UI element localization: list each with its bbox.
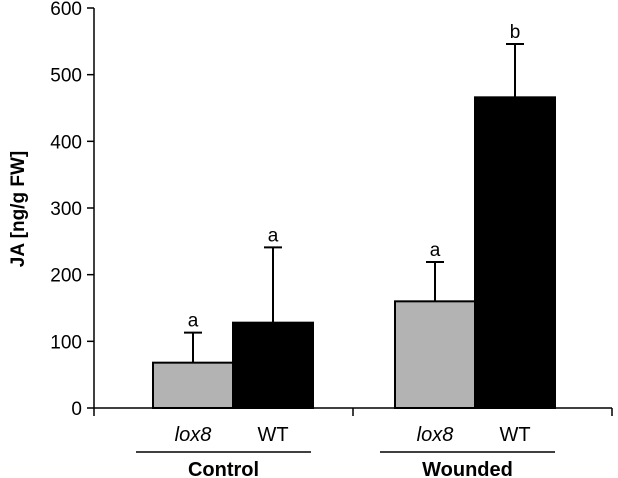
y-tick-label: 500 [50, 66, 82, 87]
y-tick-label: 0 [71, 399, 82, 420]
group-label: Wounded [422, 459, 513, 478]
y-axis-label: JA [ng/g FW] [8, 151, 29, 267]
significance-label: a [268, 225, 279, 246]
group-label: Control [188, 459, 259, 478]
bar-control-wt [232, 321, 314, 409]
significance-label: a [430, 240, 441, 261]
y-tick-label: 200 [50, 266, 82, 287]
significance-label: b [510, 22, 521, 43]
bar-wounded-wt [474, 96, 556, 409]
bar-control-lox8 [152, 361, 234, 409]
y-tick-label: 600 [50, 0, 82, 20]
bar-wounded-lox8 [394, 300, 476, 410]
chart-axes: 0 100 200 300 400 500 600 [50, 0, 613, 420]
y-tick-label: 400 [50, 132, 82, 153]
y-tick-label: 300 [50, 199, 82, 220]
chart-labels: a lox8 a WT Control a lox8 b WT Wounded [136, 22, 555, 478]
category-label: lox8 [417, 424, 454, 446]
y-tick-label: 100 [50, 332, 82, 353]
category-label: WT [499, 424, 530, 446]
significance-label: a [188, 311, 199, 332]
chart-bars [152, 43, 556, 410]
category-label: WT [257, 424, 288, 446]
category-label: lox8 [175, 424, 212, 446]
